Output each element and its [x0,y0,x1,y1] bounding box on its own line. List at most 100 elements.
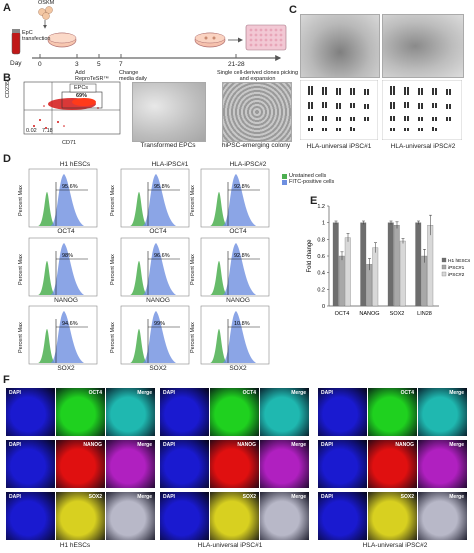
fluorescence-tile: OCT4 [368,388,417,436]
fluorescence-tile: SOX2 [368,492,417,540]
legend-label: H1 hESCs [448,258,470,264]
marker-label: SOX2 [229,365,247,372]
fluorescence-tile: DAPI [6,440,55,488]
karyotype-ipsc2 [382,80,462,140]
bar [366,264,373,307]
culture-dish-icon [47,32,77,48]
marker-label: OCT4 [229,228,247,235]
transformed-epcs-caption: Transformed EPCs [140,142,196,149]
legend-fitc-label: FITC-positive cells [289,179,335,185]
channel-label: SOX2 [242,494,256,500]
histogram-plot: 99% [120,305,190,365]
bar [338,255,345,307]
fluorescence-tile: DAPI [318,388,367,436]
group-caption-ipsc2: HLA-universal iPSC#2 [362,542,428,549]
fluorescence-tile: Merge [106,492,155,540]
histogram-plot: 92.8% [200,237,270,297]
histogram-plot: 10.8% [200,305,270,365]
group-caption-h1: H1 hESCs [59,542,91,549]
unstained-histogram [38,261,56,295]
channel-label: DAPI [321,390,333,396]
hist-legend: Unstained cells FITC-positive cells [282,173,334,185]
unstained-histogram [38,192,56,226]
fluorescence-tile: NANOG [56,440,105,488]
bar [427,225,434,307]
panel-label-a: A [3,2,11,14]
channel-label: Merge [137,442,152,448]
gate-value: 69% [76,93,88,99]
category-label: OCT4 [335,311,350,317]
timeline-diagram [11,6,287,61]
marker-label: NANOG [54,297,78,304]
panel-label-f: F [3,374,10,386]
fitc-histogram [142,311,176,363]
unstained-histogram [210,329,228,363]
marker-label: SOX2 [149,365,167,372]
bar [372,247,379,307]
col-title-h1: H1 hESCs [59,161,91,168]
flow-quad-1: 0.02 [26,128,37,134]
histogram-plot: 94.6% [28,305,98,365]
channel-label: Merge [291,442,306,448]
legend-swatch [441,257,447,263]
channel-label: OCT4 [400,390,414,396]
event-day3: Add ReproTeSR™ [75,70,109,82]
well-plate-icon [245,24,287,51]
unstained-histogram [130,192,148,226]
transformed-epcs-image [132,82,206,142]
channel-label: Merge [291,494,306,500]
hipsc-colony-image [222,82,292,142]
channel-label: OCT4 [88,390,102,396]
fluorescence-tile: OCT4 [56,388,105,436]
legend-swatch [441,264,447,270]
y-axis-label: Percent Max [190,185,196,216]
fitc-histogram [142,174,176,226]
fluorescence-tile: NANOG [210,440,259,488]
event-day21: Single cell-derived clones picking and ex… [216,70,298,82]
histogram-plot: 98% [28,237,98,297]
histogram-plot: 96.6% [120,237,190,297]
legend-unstained-label: Unstained cells [289,173,327,179]
channel-label: Merge [137,390,152,396]
fluorescence-tile: DAPI [318,492,367,540]
fluorescence-tile: Merge [418,440,467,488]
fluorescence-tile: Merge [418,388,467,436]
fitc-histogram [50,174,84,226]
col-title-ipsc1: HLA-iPSC#1 [151,161,189,168]
gate-percentage: 96.6% [154,253,170,259]
fitc-histogram [222,311,256,363]
panel-label-c: C [289,4,297,16]
channel-label: Merge [137,494,152,500]
channel-label: Merge [449,442,464,448]
channel-label: DAPI [163,390,175,396]
marker-label: NANOG [146,297,170,304]
flow-dotplot [23,81,121,135]
fluorescence-tile: NANOG [368,440,417,488]
event-day7: Change media daily [119,70,147,82]
unstained-histogram [210,192,228,226]
legend-unstained-swatch [282,173,287,179]
day-3: 3 [75,61,79,68]
gate-percentage: 92.8% [234,184,250,190]
unstained-histogram [130,329,148,363]
legend-fitc-swatch [282,179,287,185]
flow-quad-2: 7.18 [42,128,53,134]
legend-label: iPSC#2 [448,272,465,278]
channel-label: SOX2 [400,494,414,500]
fitc-histogram [222,243,256,295]
gate-percentage: 92.8% [234,253,250,259]
fitc-histogram [50,311,84,363]
channel-label: NANOG [395,442,414,448]
day-0: 0 [38,61,42,68]
channel-label: DAPI [9,390,21,396]
colony-dish-icon [194,32,226,48]
day-label: Day [10,60,22,67]
histogram-plot: 95.8% [120,168,190,228]
epc-transfection-label: EpC transfection [22,30,51,42]
y-axis-label: Percent Max [110,254,116,285]
gate-percentage: 10.8% [234,321,250,327]
y-tick-label: 0.4 [317,271,325,277]
bar [399,240,406,307]
legend-unstained: Unstained cells [282,173,334,179]
fluorescence-tile: Merge [260,440,309,488]
